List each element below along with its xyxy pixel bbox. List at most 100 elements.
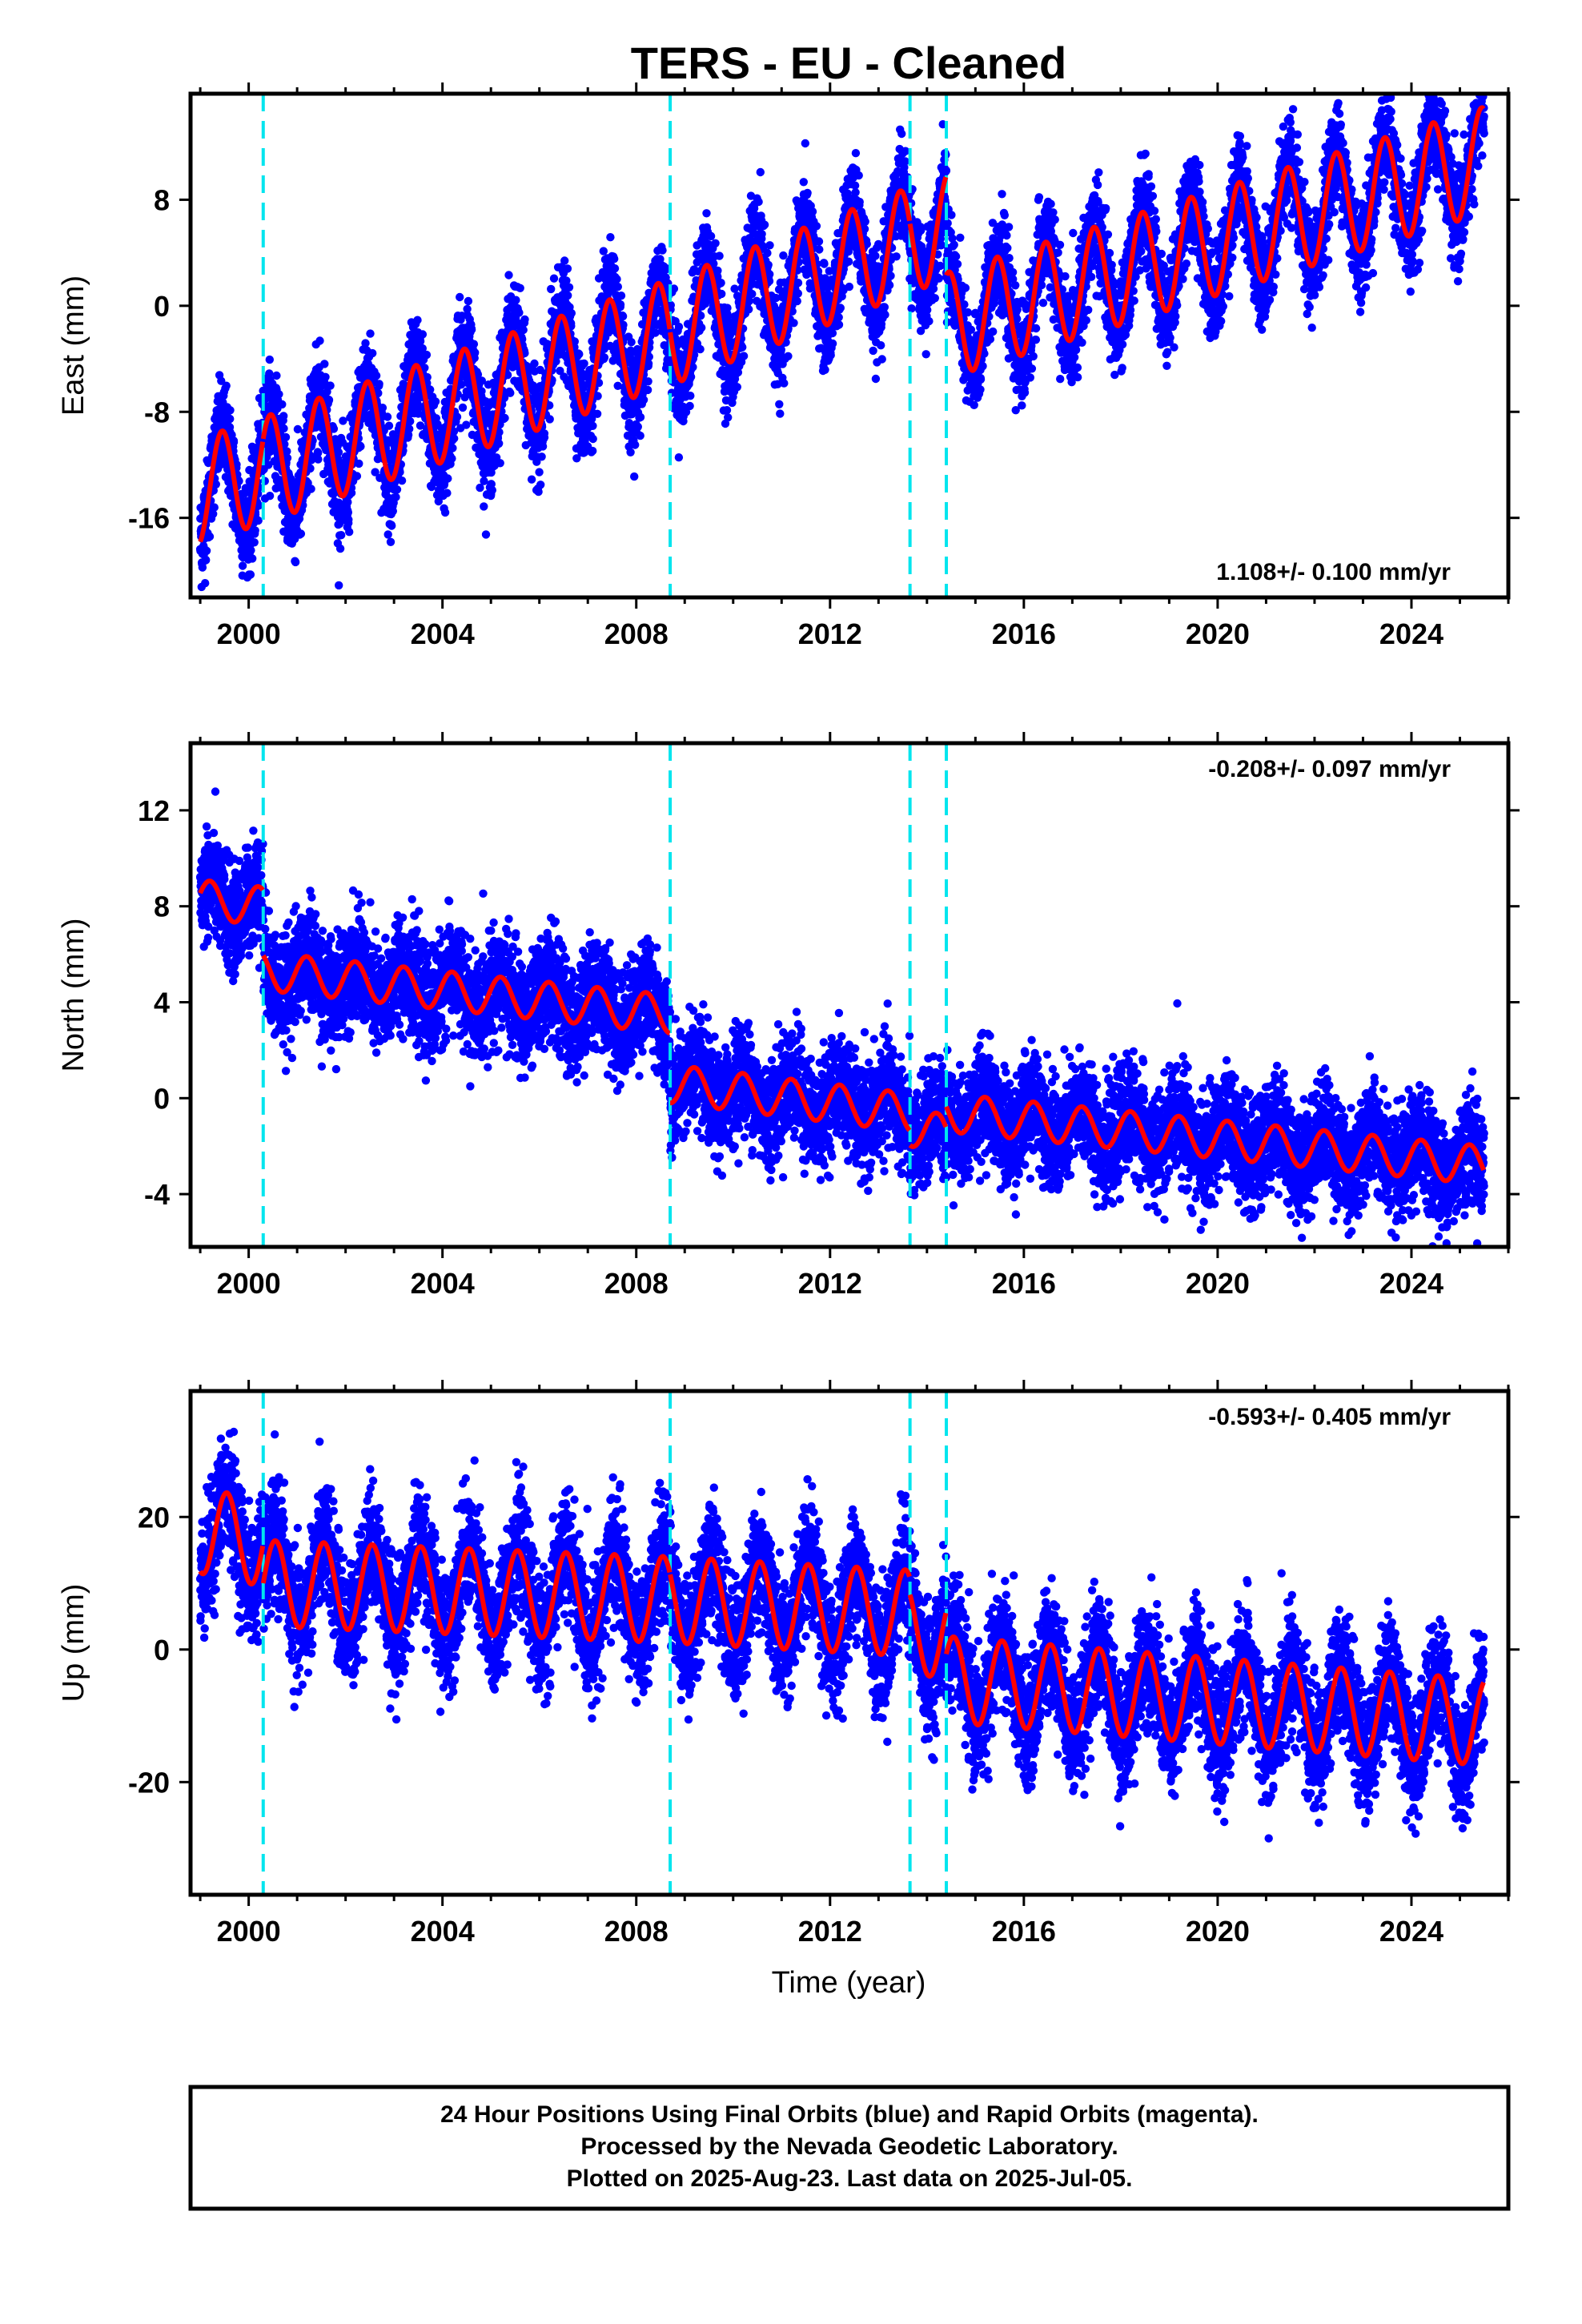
data-point: [545, 415, 554, 424]
data-point: [335, 544, 345, 553]
data-point: [343, 508, 352, 517]
data-point: [538, 442, 548, 451]
data-point: [368, 348, 377, 358]
data-point: [801, 139, 809, 148]
data-point: [209, 509, 218, 518]
data-point: [371, 371, 381, 380]
data-point: [464, 296, 473, 306]
data-point: [254, 516, 263, 525]
data-point: [232, 460, 241, 469]
data-point: [639, 396, 648, 404]
data-point: [549, 274, 559, 283]
data-point: [600, 353, 609, 362]
data-point: [812, 222, 821, 231]
data-point: [422, 350, 432, 360]
data-point: [355, 459, 363, 468]
data-point: [512, 296, 520, 304]
data-point: [388, 507, 397, 516]
data-point: [293, 424, 303, 434]
data-point: [808, 207, 817, 216]
data-point: [780, 379, 789, 388]
data-point: [644, 377, 652, 386]
data-point: [618, 312, 628, 321]
data-point: [616, 292, 626, 300]
data-point: [383, 436, 392, 444]
data-point: [307, 485, 315, 493]
data-point: [631, 440, 640, 449]
data-point: [272, 371, 281, 380]
data-point: [580, 359, 588, 368]
data-point: [291, 557, 300, 567]
data-point: [658, 246, 667, 255]
data-point: [588, 434, 597, 444]
data-point: [717, 289, 726, 299]
data-point: [834, 320, 844, 329]
data-point: [440, 508, 450, 517]
data-point: [776, 409, 785, 418]
data-point: [715, 251, 724, 260]
data-point: [471, 348, 480, 357]
data-point: [423, 372, 432, 382]
data-point: [458, 403, 468, 412]
data-point: [480, 476, 488, 485]
data-point: [756, 167, 765, 177]
data-point: [713, 266, 722, 275]
data-point: [444, 474, 452, 483]
data-point: [323, 388, 331, 396]
data-point: [630, 472, 639, 481]
data-point: [416, 337, 425, 346]
data-point: [564, 291, 572, 300]
data-point: [527, 475, 536, 484]
data-point: [613, 282, 622, 292]
data-point: [702, 209, 711, 218]
data-point: [851, 188, 860, 197]
data-point: [279, 424, 288, 433]
data-point: [481, 530, 491, 539]
data-point: [283, 453, 292, 463]
data-point: [537, 452, 546, 461]
data-point: [344, 515, 353, 525]
data-point: [383, 530, 392, 539]
data-point: [854, 171, 863, 180]
data-point: [405, 424, 414, 433]
data-point: [448, 454, 456, 463]
data-point: [674, 453, 684, 462]
data-point: [851, 149, 861, 158]
data-point: [757, 230, 766, 239]
data-point: [799, 178, 808, 187]
data-point: [803, 188, 812, 198]
data-point: [281, 432, 291, 442]
data-point: [738, 343, 747, 352]
data-point: [599, 247, 608, 255]
data-point: [202, 556, 211, 565]
data-point: [452, 412, 462, 421]
data-point: [836, 304, 845, 312]
data-point: [616, 300, 625, 309]
data-point: [241, 484, 250, 493]
data-point: [828, 328, 837, 338]
data-point: [413, 316, 422, 324]
data-point: [515, 308, 524, 317]
data-point: [275, 390, 283, 399]
data-point: [374, 388, 383, 398]
data-point: [321, 372, 330, 381]
data-point: [205, 532, 215, 541]
data-point: [306, 464, 315, 473]
data-point: [717, 279, 725, 287]
data-point: [560, 256, 569, 265]
data-point: [733, 383, 741, 392]
data-point: [534, 487, 543, 497]
data-point: [345, 528, 354, 537]
data-point: [210, 503, 219, 512]
data-point: [467, 325, 476, 334]
data-point: [420, 364, 429, 372]
data-point: [334, 448, 343, 456]
data-point: [356, 442, 365, 451]
data-point: [504, 271, 513, 279]
data-point: [793, 296, 801, 306]
data-point: [793, 279, 803, 287]
data-point: [477, 387, 486, 396]
data-point: [431, 397, 440, 406]
data-point: [516, 283, 524, 292]
data-point: [633, 422, 642, 432]
